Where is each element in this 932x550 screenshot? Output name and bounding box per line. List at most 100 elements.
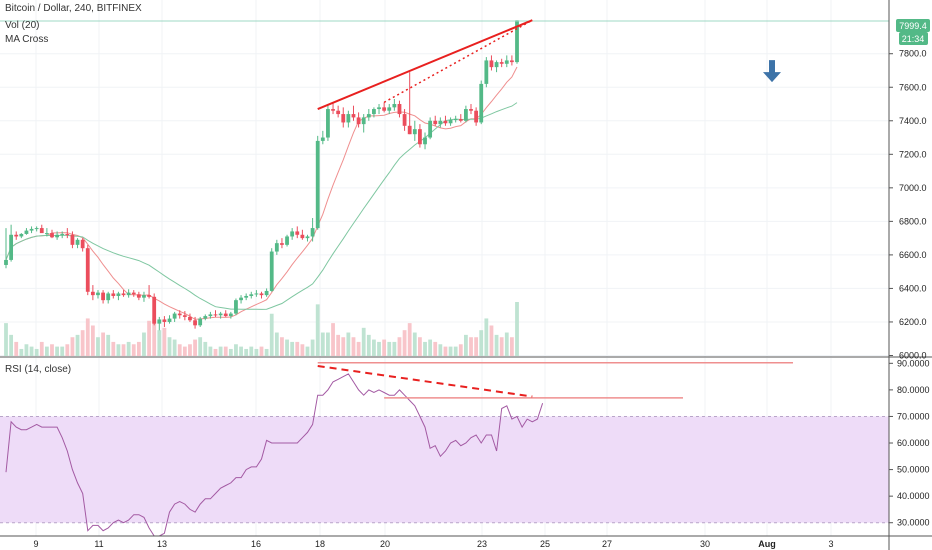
volume-bar <box>366 334 371 356</box>
candle-body <box>193 320 197 326</box>
price-dotted-line[interactable] <box>383 19 533 103</box>
candle-body <box>479 83 484 123</box>
arrow-down-icon[interactable] <box>763 60 781 83</box>
volume-bar <box>494 334 499 356</box>
candle-body <box>295 231 300 235</box>
candle <box>121 290 126 297</box>
time-tick-label: 23 <box>477 539 487 549</box>
candle-body <box>361 117 366 125</box>
time-tick-label: 20 <box>380 539 390 549</box>
candle <box>504 55 509 68</box>
volume-bar <box>504 332 509 356</box>
volume-bar <box>356 341 361 356</box>
price-tick-label: 6000.0 <box>899 350 927 360</box>
volume-bar <box>249 346 254 356</box>
candle <box>382 102 387 113</box>
volume-bar <box>177 344 182 356</box>
ma-cross-indicator-label[interactable]: MA Cross <box>5 34 49 45</box>
rsi-level-lines[interactable] <box>317 362 793 399</box>
candle <box>249 291 254 299</box>
volume-bar <box>484 318 489 356</box>
candle <box>65 228 70 239</box>
volume-bar <box>203 341 208 356</box>
candle-body <box>65 233 70 235</box>
candle-body <box>392 104 397 108</box>
candle-body <box>131 292 136 295</box>
volume-bar <box>234 344 238 356</box>
candle-body <box>19 233 24 237</box>
candle-body <box>509 60 514 63</box>
candle <box>377 104 381 115</box>
volume-indicator-label[interactable]: Vol (20) <box>5 20 40 31</box>
candle <box>157 316 162 331</box>
volume-bar <box>295 341 300 356</box>
candle <box>407 72 412 135</box>
candle-body <box>121 293 126 296</box>
candle-body <box>39 228 44 234</box>
candle-body <box>504 60 509 64</box>
volume-bar <box>443 346 448 356</box>
volume-bar <box>254 348 259 356</box>
candle <box>9 224 14 262</box>
volume-bar <box>34 348 39 356</box>
price-trend-line[interactable] <box>317 19 533 110</box>
candle <box>85 244 90 296</box>
ma-slow-line <box>5 102 518 310</box>
candle-body <box>433 120 438 125</box>
volume-bar <box>346 332 351 356</box>
candle-body <box>402 114 407 126</box>
volume-bar <box>213 348 218 356</box>
price-pane[interactable] <box>0 0 889 357</box>
candle <box>80 238 85 252</box>
candle <box>269 248 274 292</box>
candle-body <box>188 316 192 321</box>
candle <box>295 226 300 239</box>
candle <box>484 57 489 88</box>
candle <box>29 226 34 234</box>
volume-bar <box>280 337 284 356</box>
volume-bar <box>136 341 141 356</box>
candle-body <box>377 107 381 110</box>
last-price-label: 7999.4 <box>899 21 927 31</box>
candle-body <box>172 313 177 319</box>
countdown-label: 21:34 <box>902 34 925 44</box>
candle-body <box>162 319 167 322</box>
rsi-pane[interactable] <box>0 358 889 537</box>
candle <box>412 120 417 141</box>
candle-body <box>111 293 116 296</box>
candle <box>264 288 269 297</box>
candle-body <box>356 117 361 125</box>
candle <box>448 117 453 126</box>
volume-bar <box>387 341 392 356</box>
volume-bar <box>259 346 264 356</box>
candle-body <box>167 318 172 322</box>
volume-bar <box>147 320 151 356</box>
candle-body <box>70 234 75 245</box>
time-axis[interactable]: 9 11 13 16 18 20 23 25 27 30 Aug 3 <box>33 539 833 549</box>
candle-body <box>147 295 151 297</box>
volume-bar <box>469 337 473 356</box>
symbol-title[interactable]: Bitcoin / Dollar, 240, BITFINEX <box>5 3 142 14</box>
volume-bar <box>489 325 494 356</box>
candle-body <box>397 104 402 115</box>
candle <box>188 313 192 322</box>
price-axis[interactable]: 6000.0 6200.0 6400.0 6600.0 6800.0 7000.0 7200… <box>889 49 927 361</box>
volume-bar <box>474 337 479 356</box>
candle-body <box>218 313 223 316</box>
volume-bar <box>228 348 233 356</box>
rsi-dashed-trend-line[interactable] <box>317 364 533 398</box>
candle-body <box>494 62 499 68</box>
rsi-axis[interactable]: 30.0000 40.0000 50.0000 60.0000 70.0000 80.00… <box>889 358 930 528</box>
candle-body <box>310 228 315 237</box>
volume-bar <box>39 341 44 356</box>
candle <box>509 55 514 66</box>
candle <box>300 229 305 240</box>
candle <box>331 102 335 115</box>
candle <box>70 231 75 249</box>
volume-bar <box>9 334 14 356</box>
volume-bar <box>121 344 126 356</box>
candle <box>443 115 448 126</box>
rsi-indicator-label[interactable]: RSI (14, close) <box>5 364 72 375</box>
candle <box>60 231 65 239</box>
